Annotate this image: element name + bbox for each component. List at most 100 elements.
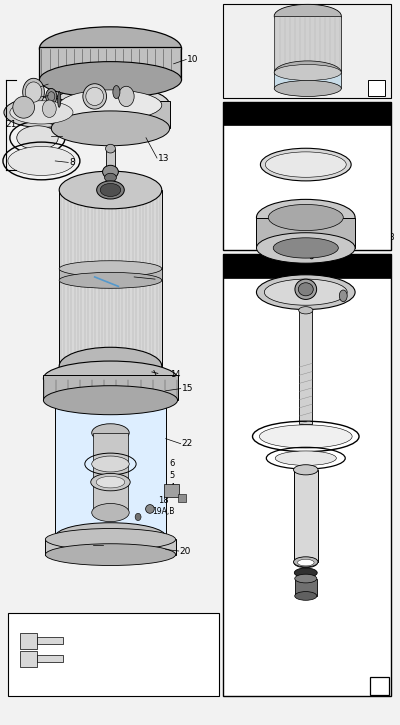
Bar xyxy=(93,433,128,513)
Text: 13: 13 xyxy=(158,154,169,162)
Ellipse shape xyxy=(265,152,346,177)
Ellipse shape xyxy=(294,465,318,475)
Text: TO: TO xyxy=(51,655,58,659)
Ellipse shape xyxy=(104,173,116,182)
Ellipse shape xyxy=(58,91,61,107)
Ellipse shape xyxy=(59,90,162,120)
Ellipse shape xyxy=(273,238,338,258)
Ellipse shape xyxy=(44,361,178,396)
Ellipse shape xyxy=(299,307,313,314)
Text: 3: 3 xyxy=(49,91,55,100)
Ellipse shape xyxy=(294,568,317,577)
Bar xyxy=(274,70,341,88)
Text: 2: 2 xyxy=(49,80,55,88)
Ellipse shape xyxy=(59,347,162,385)
Bar xyxy=(368,80,386,96)
Ellipse shape xyxy=(264,279,347,305)
Text: PUMP: PUMP xyxy=(51,642,66,646)
Text: With above average capacity
RTLS INSTALLATION
FEATURE: With above average capacity RTLS INSTALL… xyxy=(72,646,149,662)
Bar xyxy=(38,637,63,644)
Ellipse shape xyxy=(135,513,141,521)
Ellipse shape xyxy=(59,171,162,209)
Ellipse shape xyxy=(256,199,355,236)
Text: 4: 4 xyxy=(170,483,175,492)
Bar xyxy=(223,102,391,125)
Bar xyxy=(20,633,38,649)
Text: 29: 29 xyxy=(228,285,240,294)
Bar xyxy=(164,484,179,497)
Bar xyxy=(106,149,116,178)
Ellipse shape xyxy=(96,476,125,488)
Bar xyxy=(44,375,178,400)
Bar xyxy=(59,269,162,281)
Bar xyxy=(256,218,355,248)
Text: 22: 22 xyxy=(182,439,193,448)
Text: 13: 13 xyxy=(373,681,386,691)
Ellipse shape xyxy=(294,558,318,568)
Ellipse shape xyxy=(275,451,336,465)
Bar xyxy=(40,47,182,80)
Bar xyxy=(8,613,219,696)
Ellipse shape xyxy=(256,233,355,263)
Text: 8: 8 xyxy=(355,432,361,441)
Text: 27: 27 xyxy=(355,512,366,521)
Text: 23: 23 xyxy=(83,541,94,550)
Ellipse shape xyxy=(308,243,315,259)
Ellipse shape xyxy=(45,544,176,566)
Bar xyxy=(223,254,391,278)
Text: FROM: FROM xyxy=(51,636,66,640)
Ellipse shape xyxy=(274,80,341,96)
Bar xyxy=(370,677,389,695)
Bar xyxy=(45,539,176,555)
Bar xyxy=(55,404,166,536)
Ellipse shape xyxy=(51,86,170,125)
Ellipse shape xyxy=(40,62,182,98)
Ellipse shape xyxy=(51,537,170,558)
Text: 2: 2 xyxy=(357,298,363,307)
Text: A: A xyxy=(373,83,380,93)
Ellipse shape xyxy=(268,204,343,231)
Text: 21: 21 xyxy=(5,120,16,129)
Text: SPA: SPA xyxy=(51,660,61,665)
Ellipse shape xyxy=(92,423,129,442)
Bar xyxy=(274,16,341,73)
Text: 3: 3 xyxy=(357,309,363,318)
Ellipse shape xyxy=(339,290,347,302)
Ellipse shape xyxy=(42,100,56,117)
Ellipse shape xyxy=(59,261,162,277)
Ellipse shape xyxy=(97,181,124,199)
Ellipse shape xyxy=(44,386,178,415)
Ellipse shape xyxy=(298,283,313,296)
Ellipse shape xyxy=(102,165,118,178)
Ellipse shape xyxy=(59,273,162,289)
Bar xyxy=(178,494,186,502)
Text: 7: 7 xyxy=(156,275,162,283)
Ellipse shape xyxy=(260,148,351,181)
Text: 31: 31 xyxy=(355,333,366,341)
Bar xyxy=(300,310,312,424)
Text: 26: 26 xyxy=(355,583,366,592)
Ellipse shape xyxy=(51,111,170,146)
Text: 6: 6 xyxy=(355,454,361,463)
Text: 18: 18 xyxy=(158,496,168,505)
Ellipse shape xyxy=(100,183,121,196)
Ellipse shape xyxy=(40,27,182,70)
Text: 10: 10 xyxy=(188,55,199,64)
Ellipse shape xyxy=(4,97,79,128)
Ellipse shape xyxy=(274,61,341,84)
Text: CHEMICAL FEEDER: CHEMICAL FEEDER xyxy=(256,261,358,270)
Bar xyxy=(223,4,391,98)
Bar xyxy=(223,254,391,696)
Text: 10": 10" xyxy=(296,132,307,136)
Text: 6: 6 xyxy=(170,460,175,468)
Ellipse shape xyxy=(10,101,73,124)
Ellipse shape xyxy=(92,503,129,522)
Ellipse shape xyxy=(106,144,116,153)
Text: 28: 28 xyxy=(276,264,288,273)
Bar xyxy=(38,655,63,662)
Text: 8: 8 xyxy=(69,158,75,167)
Ellipse shape xyxy=(55,523,166,550)
Ellipse shape xyxy=(260,425,352,448)
Ellipse shape xyxy=(256,275,355,310)
Text: 14: 14 xyxy=(170,370,180,379)
